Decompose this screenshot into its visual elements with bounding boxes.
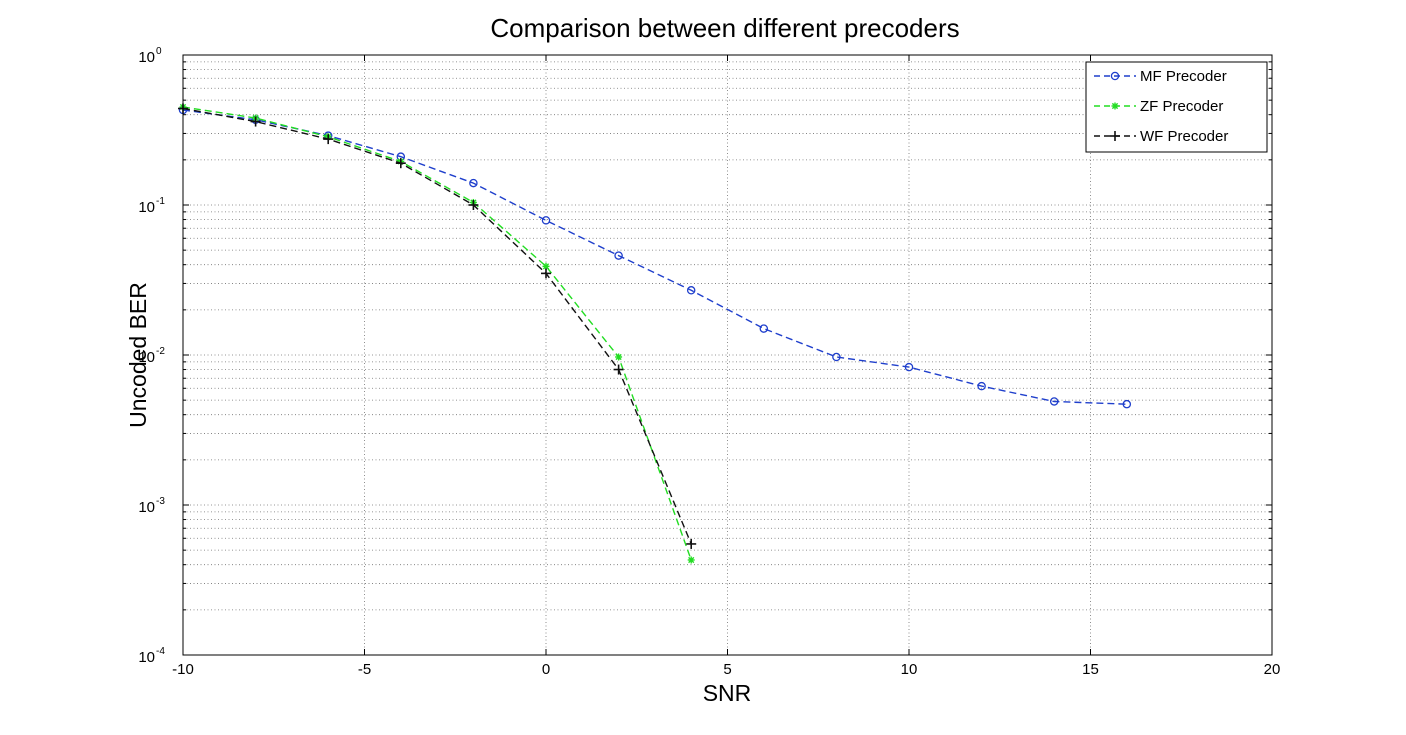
data-point [541, 268, 551, 279]
x-tick-label: 0 [542, 661, 550, 678]
x-tick-labels: -10 -5 0 5 10 15 20 [172, 661, 1280, 678]
data-point [395, 158, 406, 169]
plot-area [178, 54, 1273, 656]
data-point [615, 353, 623, 361]
x-tick-label: 10 [901, 661, 918, 678]
data-point [686, 286, 696, 295]
chart-title: Comparison between different precoders [490, 13, 959, 43]
series-line [182, 109, 1127, 405]
y-tick-label: 10 [138, 199, 155, 216]
legend: MF Precoder ZF Precoder WF Precoder [1085, 61, 1268, 153]
data-point [1049, 397, 1059, 406]
legend-marker [1111, 102, 1119, 110]
y-tick-label: 10 [138, 499, 155, 516]
y-tick-exponent: 0 [156, 46, 162, 57]
data-point [613, 364, 624, 375]
data-point [832, 352, 841, 362]
legend-label: ZF Precoder [1140, 98, 1223, 115]
y-tick-exponent: -3 [156, 496, 165, 507]
marker-stroke [542, 263, 550, 270]
series-layer [178, 103, 1132, 564]
data-point [468, 200, 479, 210]
y-tick-label: 10 [138, 49, 155, 66]
data-point [1122, 399, 1132, 409]
data-point [614, 251, 623, 260]
y-axis-label: Uncoded BER [125, 282, 151, 428]
data-point [250, 116, 261, 127]
legend-label: MF Precoder [1140, 68, 1227, 85]
data-point [686, 538, 697, 549]
series-mf-precoder [178, 105, 1132, 409]
data-point [687, 556, 695, 564]
x-tick-label: 5 [723, 661, 731, 678]
data-point [541, 216, 551, 225]
x-tick-label: 15 [1082, 661, 1099, 678]
legend-label: WF Precoder [1140, 128, 1228, 145]
series-line [182, 106, 692, 561]
data-point [469, 178, 478, 188]
marker-stroke [688, 556, 695, 564]
x-axis-label: SNR [703, 680, 752, 706]
legend-marker [1110, 71, 1120, 81]
data-point [759, 324, 769, 333]
x-tick-label: 20 [1264, 661, 1281, 678]
y-tick-label: 10 [138, 349, 155, 366]
x-tick-label: -5 [358, 661, 371, 678]
marker-stroke [1111, 102, 1119, 110]
series-line [182, 107, 692, 545]
data-point [323, 134, 334, 145]
y-tick-label: 10 [138, 649, 155, 666]
legend-entry-mf-precoder: MF Precoder [1094, 68, 1227, 85]
legend-entry-zf-precoder: ZF Precoder [1094, 98, 1223, 115]
marker-stroke [615, 353, 622, 361]
data-point [977, 381, 986, 391]
y-tick-exponent: -4 [156, 646, 165, 657]
data-point [904, 362, 914, 372]
legend-entry-wf-precoder: WF Precoder [1094, 128, 1228, 145]
axis-ticks [182, 55, 1273, 655]
legend-marker [1110, 131, 1120, 141]
series-wf-precoder [178, 103, 697, 549]
y-tick-exponent: -2 [156, 346, 165, 357]
y-tick-exponent: -1 [156, 196, 165, 207]
x-tick-label: -10 [172, 661, 194, 678]
